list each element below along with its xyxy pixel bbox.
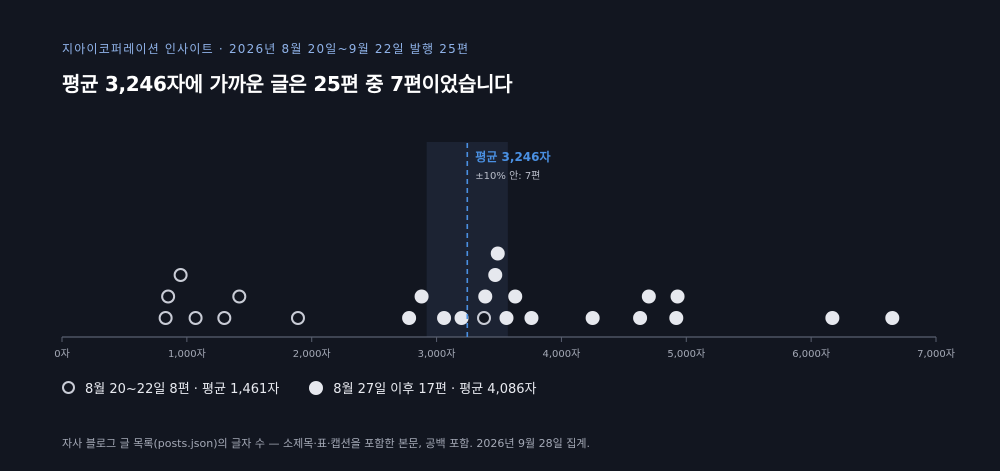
data-point-hollow <box>158 311 173 325</box>
data-point-hollow <box>477 311 492 325</box>
x-tick-label: 3,000자 <box>418 348 456 360</box>
data-point-hollow <box>217 311 232 325</box>
data-point-hollow <box>188 311 203 325</box>
data-point-filled <box>499 311 514 325</box>
footnote: 자사 블로그 글 목록(posts.json)의 글자 수 — 소제목·표·캡션… <box>62 437 590 450</box>
kicker-text: 지아이코퍼레이션 인사이트 · 2026년 8월 20일~9월 22일 발행 2… <box>62 42 470 56</box>
data-point-hollow <box>290 311 305 325</box>
legend-label-early: 8월 20~22일 8편 · 평균 1,461자 <box>85 382 280 397</box>
data-point-filled <box>454 311 469 325</box>
data-point-hollow <box>232 289 247 304</box>
data-point-filled <box>825 311 840 325</box>
data-point-filled <box>633 311 648 325</box>
data-point-hollow <box>161 289 176 304</box>
x-tick-label: 4,000자 <box>543 348 581 360</box>
data-point-filled <box>414 289 429 304</box>
mean-label: 평균 3,246자 <box>475 149 550 164</box>
data-point-filled <box>524 311 539 325</box>
data-point-filled <box>508 289 523 304</box>
data-point-filled <box>402 311 417 325</box>
hollow-circle-icon <box>62 381 75 394</box>
legend-item-late: 8월 27일 이후 17편 · 평균 4,086자 <box>309 378 536 397</box>
data-point-filled <box>669 311 684 325</box>
data-point-hollow <box>173 268 188 282</box>
filled-circle-icon <box>309 380 324 395</box>
legend-item-early: 8월 20~22일 8편 · 평균 1,461자 <box>62 378 279 397</box>
x-tick-label: 2,000자 <box>293 348 331 360</box>
data-point-filled <box>670 289 685 304</box>
legend: 8월 20~22일 8편 · 평균 1,461자 8월 27일 이후 17편 ·… <box>62 378 566 397</box>
data-point-filled <box>478 289 493 304</box>
data-point-filled <box>488 268 503 282</box>
legend-label-late: 8월 27일 이후 17편 · 평균 4,086자 <box>333 382 537 397</box>
band-label: ±10% 안: 7편 <box>475 170 540 182</box>
x-tick-label: 6,000자 <box>792 348 830 360</box>
x-tick-label: 7,000자 <box>917 348 955 360</box>
data-point-filled <box>641 289 656 304</box>
data-point-filled <box>885 311 900 325</box>
data-point-filled <box>490 246 505 261</box>
x-tick-label: 0자 <box>54 348 70 360</box>
data-point-filled <box>585 311 600 325</box>
x-tick-label: 1,000자 <box>168 348 206 360</box>
page-title: 평균 3,246자에 가까운 글은 25편 중 7편이었습니다 <box>62 72 513 96</box>
data-point-filled <box>437 311 452 325</box>
x-tick-label: 5,000자 <box>667 348 705 360</box>
